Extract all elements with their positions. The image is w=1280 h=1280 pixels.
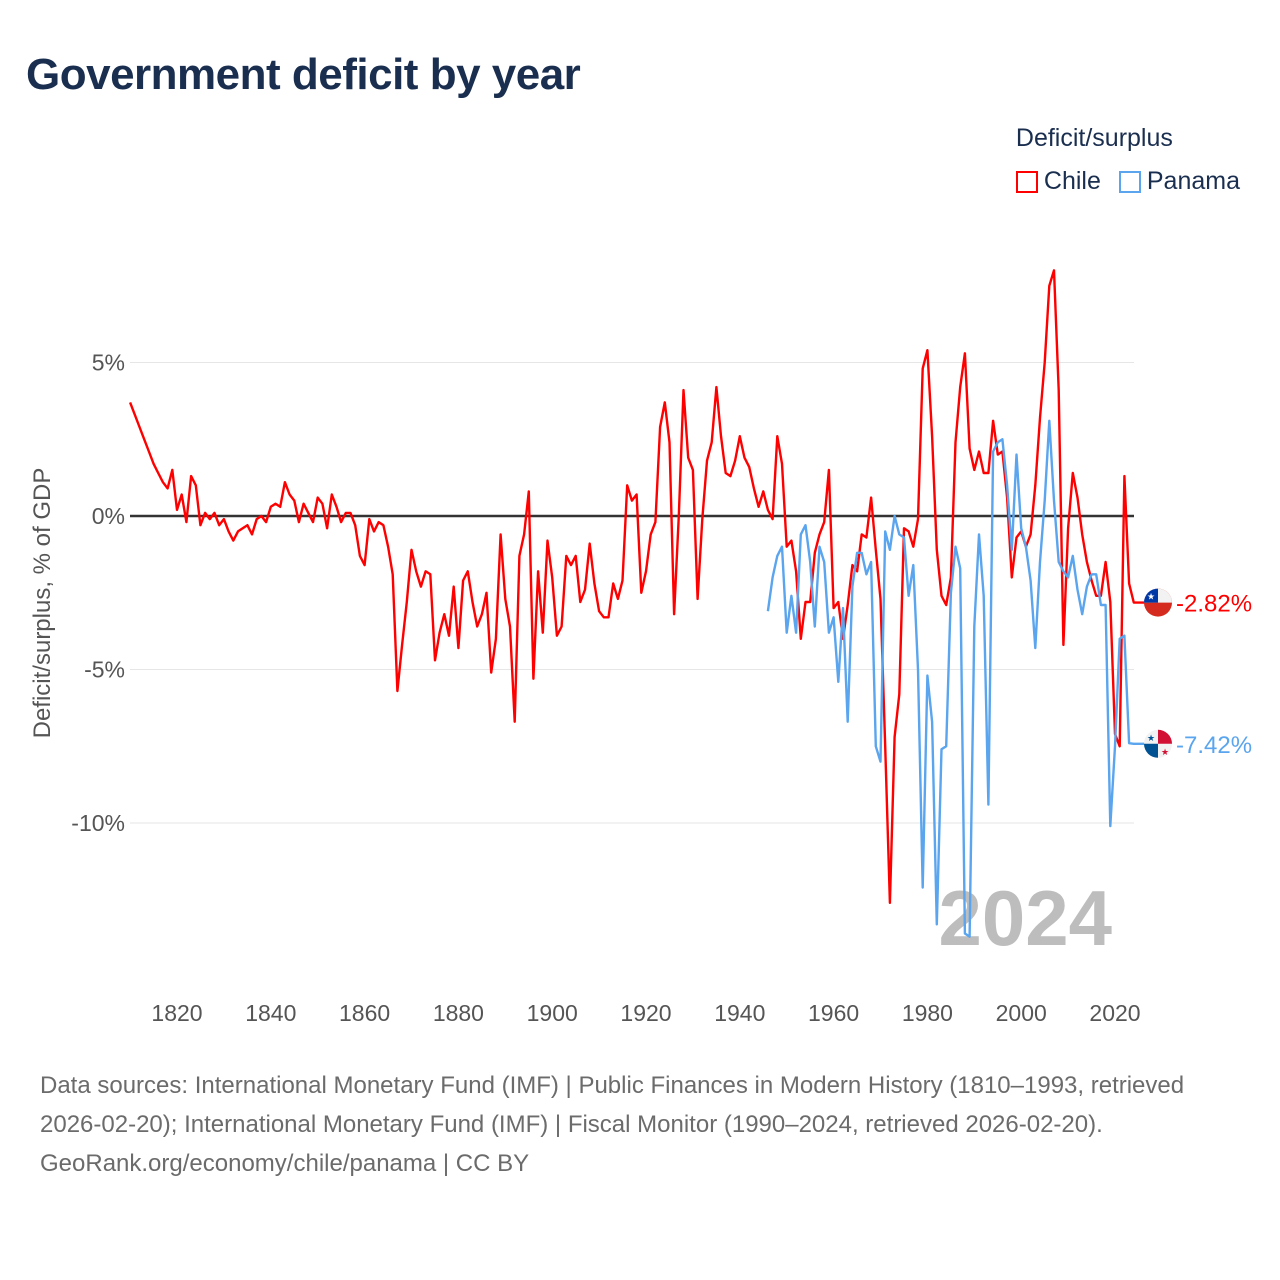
panama-flag-icon: ★★ (1144, 729, 1172, 758)
y-tick-label: 0% (92, 503, 125, 529)
x-tick-label: 1920 (620, 1000, 671, 1026)
x-tick-label: 1880 (433, 1000, 484, 1026)
legend: Deficit/surplus Chile Panama (1015, 124, 1240, 196)
legend-item-panama[interactable]: Panama (1118, 167, 1240, 196)
footer: Data sources: International Monetary Fun… (40, 1066, 1240, 1183)
end-label-chile: -2.82% (1176, 591, 1252, 618)
end-label-panama: -7.42% (1176, 732, 1252, 759)
x-tick-label: 2000 (996, 1000, 1047, 1026)
legend-swatch-chile (1015, 170, 1038, 193)
y-tick-label: -10% (71, 810, 125, 836)
svg-text:★: ★ (1161, 747, 1169, 757)
legend-label-panama: Panama (1146, 167, 1240, 195)
svg-text:★: ★ (1147, 592, 1155, 602)
x-tick-label: 1840 (245, 1000, 296, 1026)
series-line-panama[interactable] (766, 419, 1146, 938)
y-tick-label: 5% (92, 350, 125, 376)
chile-flag-icon: ★ (1144, 588, 1172, 617)
x-tick-label: 1960 (808, 1000, 859, 1026)
x-tick-label: 1860 (339, 1000, 390, 1026)
page-title: Government deficit by year (26, 50, 581, 99)
y-tick-label: -5% (84, 657, 125, 683)
legend-item-chile[interactable]: Chile (1015, 167, 1101, 196)
legend-label-chile: Chile (1043, 167, 1101, 195)
credit-link[interactable]: GeoRank.org/economy/chile/panama | CC BY (40, 1150, 530, 1177)
legend-swatch-panama (1118, 170, 1141, 193)
y-axis-label: Deficit/surplus, % of GDP (29, 468, 56, 739)
x-tick-label: 1900 (527, 1000, 578, 1026)
year-watermark: 2024 (938, 874, 1112, 962)
legend-title: Deficit/surplus (1015, 124, 1173, 152)
x-tick-label: 2020 (1089, 1000, 1140, 1026)
x-tick-label: 1820 (151, 1000, 202, 1026)
x-tick-label: 1940 (714, 1000, 765, 1026)
svg-text:★: ★ (1147, 733, 1155, 743)
series-line-chile[interactable] (128, 269, 1146, 904)
data-sources: Data sources: International Monetary Fun… (40, 1072, 1185, 1138)
x-tick-label: 1980 (902, 1000, 953, 1026)
